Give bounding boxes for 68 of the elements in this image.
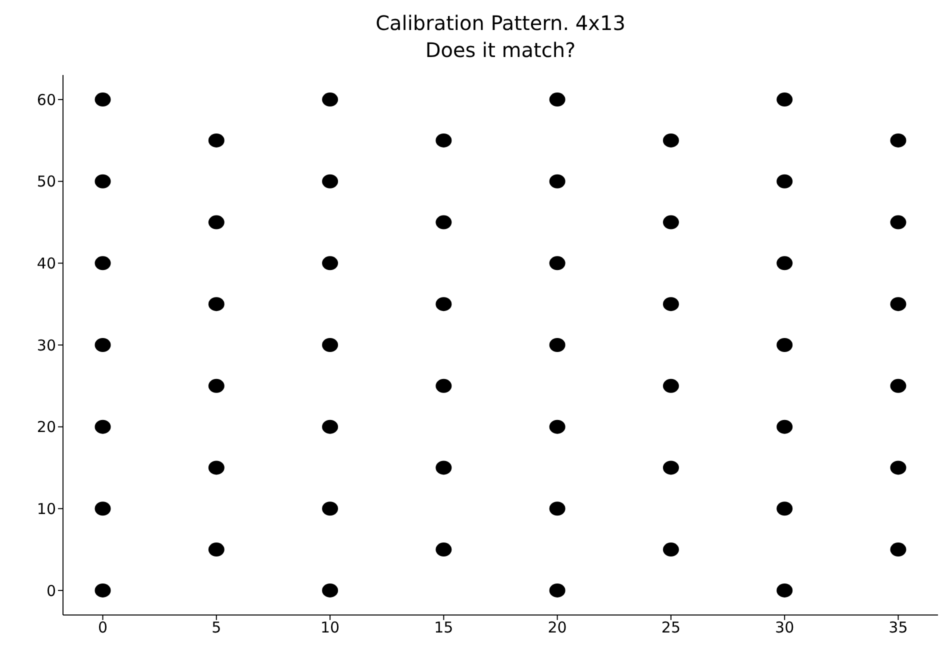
x-tick-label: 35 — [888, 618, 908, 637]
point — [94, 420, 111, 434]
point — [776, 174, 793, 188]
x-tick-label: 15 — [434, 618, 454, 637]
point — [322, 420, 338, 434]
point — [94, 174, 111, 188]
point — [322, 174, 338, 188]
point — [662, 297, 679, 312]
x-tick-label: 10 — [320, 618, 340, 637]
point — [776, 338, 793, 352]
point — [549, 502, 566, 516]
y-tick-label: 10 — [36, 500, 56, 518]
point — [549, 420, 566, 434]
point — [322, 256, 338, 270]
point — [662, 378, 679, 393]
point — [436, 297, 452, 312]
point — [208, 378, 224, 393]
y-tick-label: 0 — [46, 582, 56, 600]
point — [662, 460, 679, 475]
y-tick-label: 20 — [36, 418, 56, 436]
point — [94, 502, 111, 516]
chart-title: Calibration Pattern. 4x13 Does it match? — [374, 10, 626, 64]
point — [436, 133, 452, 148]
point — [890, 542, 906, 557]
point — [208, 542, 224, 557]
y-tick-label: 60 — [36, 90, 56, 109]
point — [776, 583, 793, 598]
point — [662, 542, 679, 557]
y-tick-label: 40 — [36, 254, 56, 273]
point — [94, 338, 111, 352]
point — [549, 92, 566, 107]
point — [776, 502, 793, 516]
point — [94, 256, 111, 270]
x-tick-label: 0 — [98, 618, 108, 637]
point — [776, 420, 793, 434]
point — [94, 92, 111, 107]
point — [776, 92, 793, 107]
x-tick-label: 20 — [548, 618, 567, 637]
point — [436, 215, 452, 230]
point — [662, 133, 679, 148]
point — [890, 460, 906, 475]
point — [208, 460, 224, 475]
point — [436, 542, 452, 557]
point — [322, 338, 338, 352]
point — [436, 460, 452, 475]
point — [662, 215, 679, 230]
x-tick-label: 25 — [661, 618, 680, 637]
point — [208, 297, 224, 312]
point — [208, 133, 224, 148]
point — [436, 378, 452, 393]
x-tick-label: 30 — [775, 618, 794, 637]
point — [94, 583, 111, 598]
point — [322, 583, 338, 598]
point — [549, 256, 566, 270]
point — [890, 133, 906, 148]
point — [890, 378, 906, 393]
point — [890, 215, 906, 230]
point — [208, 215, 224, 230]
point — [549, 583, 566, 598]
point — [322, 502, 338, 516]
x-tick-label: 5 — [212, 618, 222, 637]
point — [776, 256, 793, 270]
point — [322, 92, 338, 107]
y-tick-label: 50 — [36, 172, 56, 191]
point — [549, 338, 566, 352]
point — [890, 297, 906, 312]
y-tick-label: 30 — [36, 336, 56, 354]
point — [549, 174, 566, 188]
